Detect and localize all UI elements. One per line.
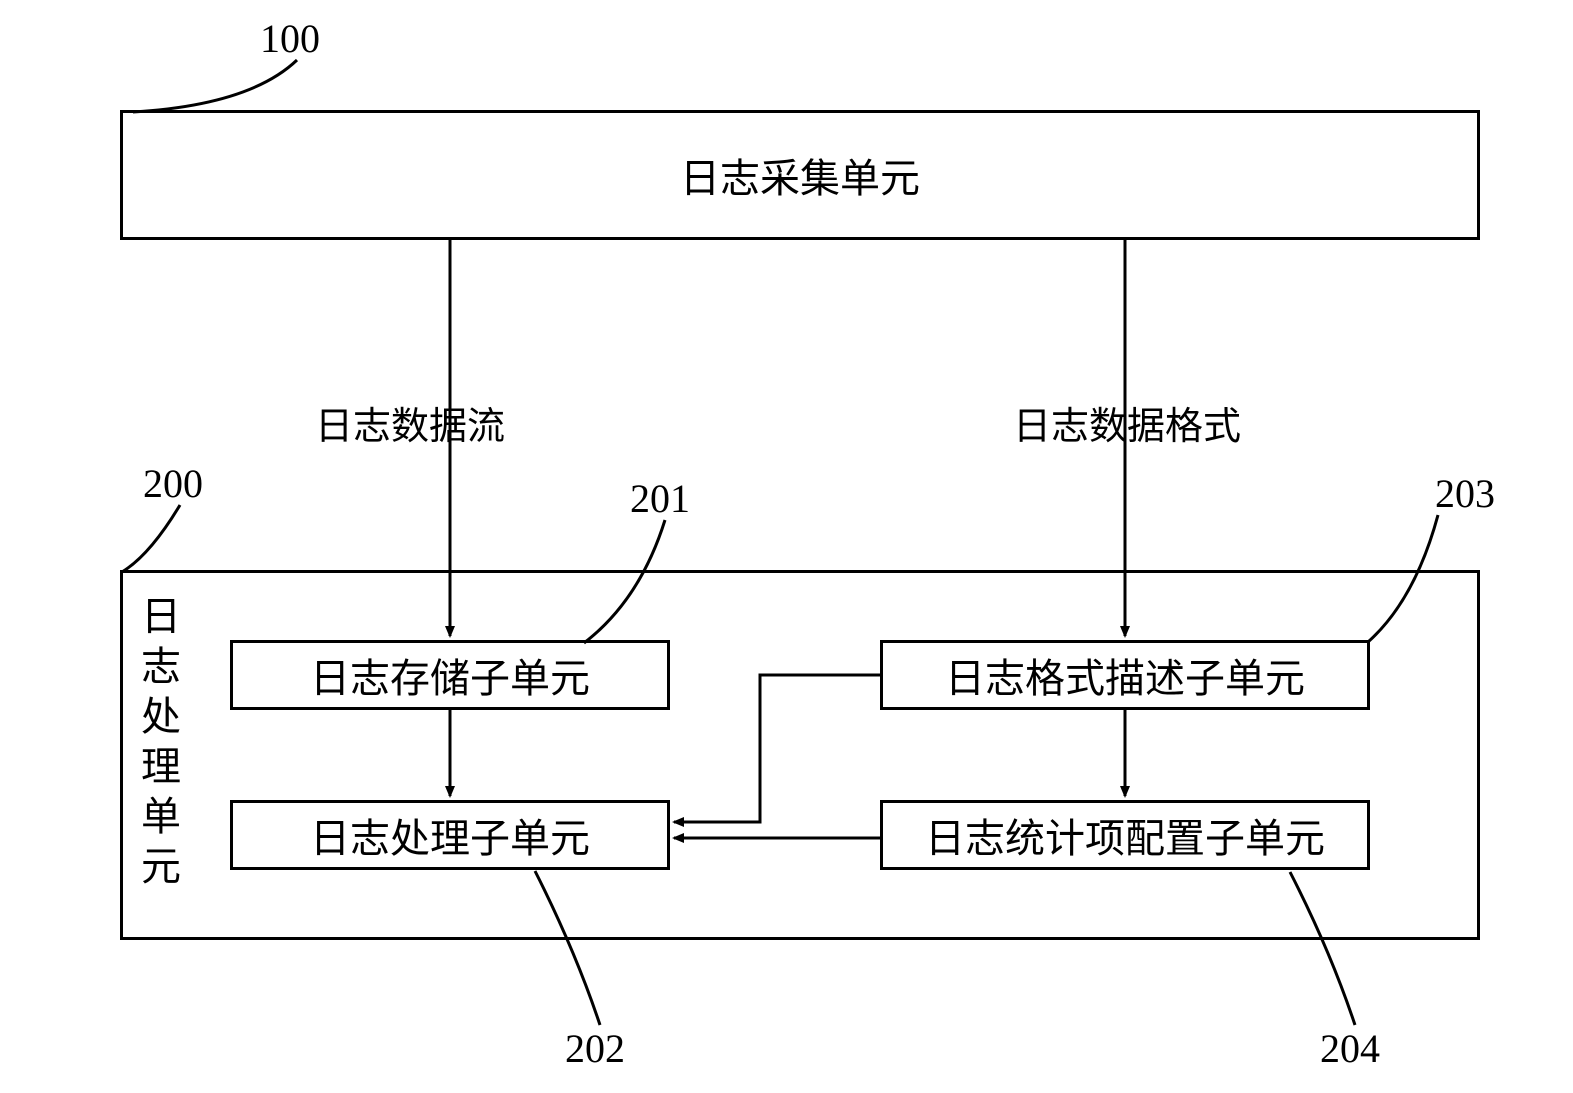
log-statistics-config-subunit-label: 日志统计项配置子单元	[925, 806, 1325, 864]
callout-202: 202	[565, 1025, 625, 1072]
log-processing-unit-label: 日志处理单元	[135, 595, 179, 895]
log-collection-unit: 日志采集单元	[120, 110, 1480, 240]
callout-200: 200	[143, 460, 203, 507]
edge-label-data-format: 日志数据格式	[1013, 395, 1241, 450]
log-statistics-config-subunit: 日志统计项配置子单元	[880, 800, 1370, 870]
log-storage-subunit: 日志存储子单元	[230, 640, 670, 710]
log-collection-unit-label: 日志采集单元	[680, 146, 920, 204]
callout-100: 100	[260, 15, 320, 62]
log-processing-unit-container	[120, 570, 1480, 940]
log-processing-subunit-label: 日志处理子单元	[310, 806, 590, 864]
log-format-description-subunit-label: 日志格式描述子单元	[945, 646, 1305, 704]
edge-label-data-stream: 日志数据流	[315, 395, 505, 450]
callout-201: 201	[630, 475, 690, 522]
callout-204: 204	[1320, 1025, 1380, 1072]
log-format-description-subunit: 日志格式描述子单元	[880, 640, 1370, 710]
callout-203: 203	[1435, 470, 1495, 517]
log-processing-subunit: 日志处理子单元	[230, 800, 670, 870]
log-storage-subunit-label: 日志存储子单元	[310, 646, 590, 704]
